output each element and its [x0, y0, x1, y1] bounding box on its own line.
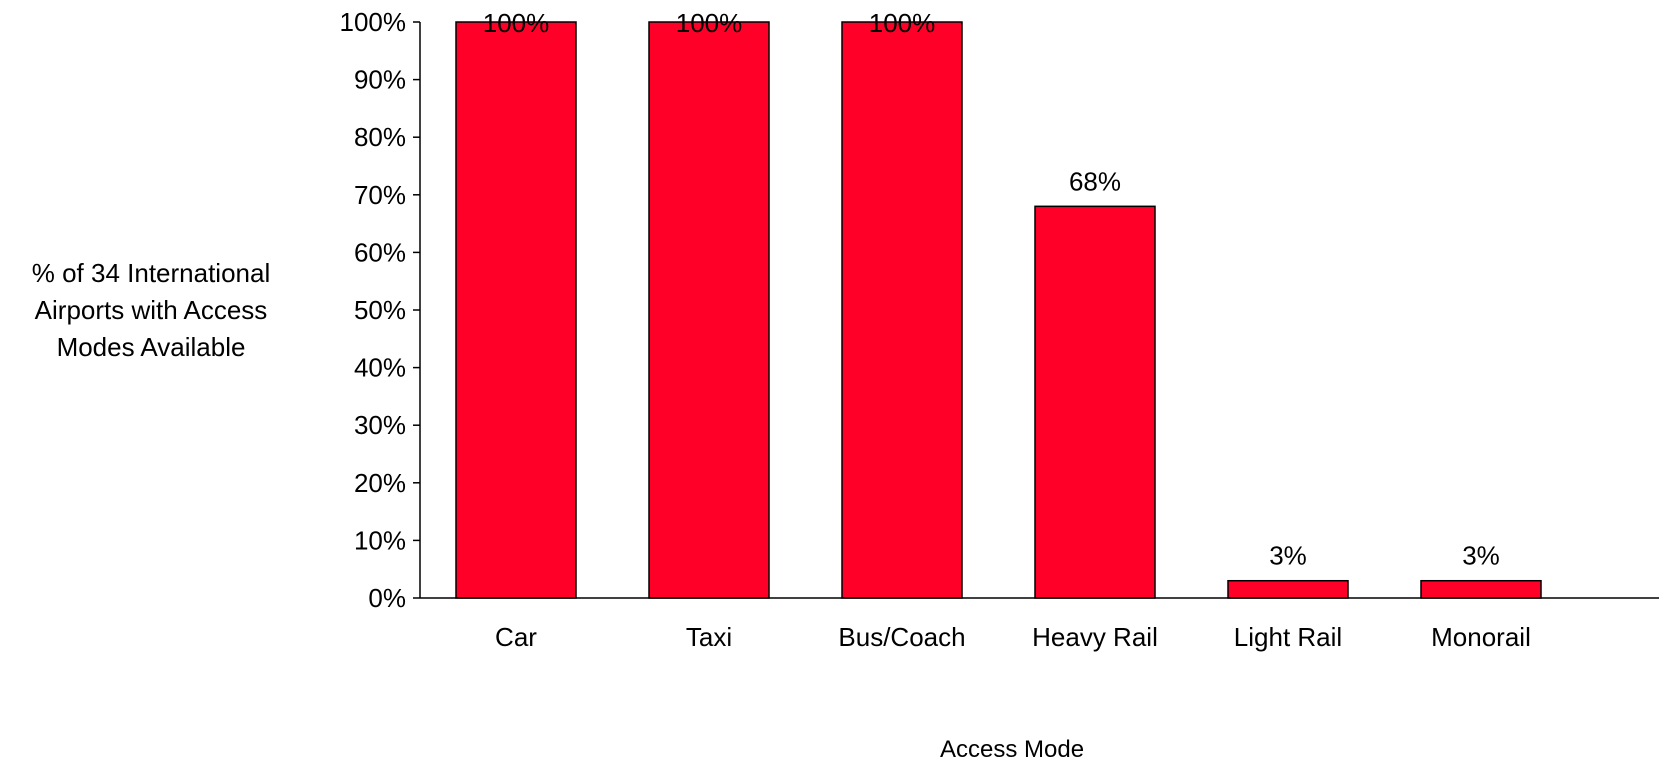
x-tick-label: Light Rail [1234, 622, 1342, 652]
y-tick-label: 20% [354, 468, 406, 498]
x-tick-label: Bus/Coach [838, 622, 965, 652]
y-axis-title-line: Modes Available [56, 332, 246, 362]
bar [841, 21, 963, 599]
data-label: 3% [1462, 541, 1500, 571]
data-label: 100% [483, 8, 550, 38]
bar [1227, 579, 1349, 599]
bar [648, 21, 770, 599]
y-tick-label: 90% [354, 65, 406, 95]
data-label: 100% [869, 8, 936, 38]
y-tick-label: 100% [340, 7, 407, 37]
x-tick-label: Monorail [1431, 622, 1531, 652]
y-axis-title-line: % of 34 International [31, 258, 271, 288]
x-tick-label: Car [495, 622, 537, 652]
y-tick-label: 30% [354, 410, 406, 440]
y-tick-label: 0% [368, 583, 406, 613]
y-axis-title-line: Airports with Access [34, 295, 268, 325]
y-tick-label: 50% [354, 295, 406, 325]
y-tick-label: 10% [354, 525, 406, 555]
y-tick-label: 40% [354, 353, 406, 383]
y-tick-label: 80% [354, 122, 406, 152]
data-label: 3% [1269, 541, 1307, 571]
data-label: 100% [676, 8, 743, 38]
data-label: 68% [1069, 166, 1121, 196]
y-axis-title: % of 34 International Airports with Acce… [0, 255, 302, 366]
x-axis-title: Access Mode [940, 736, 1085, 763]
y-tick-label: 70% [354, 180, 406, 210]
bar [1420, 579, 1542, 599]
y-tick-label: 60% [354, 237, 406, 267]
bar [455, 21, 577, 599]
bar [1034, 205, 1156, 599]
x-tick-label: Taxi [686, 622, 732, 652]
x-tick-label: Heavy Rail [1032, 622, 1158, 652]
